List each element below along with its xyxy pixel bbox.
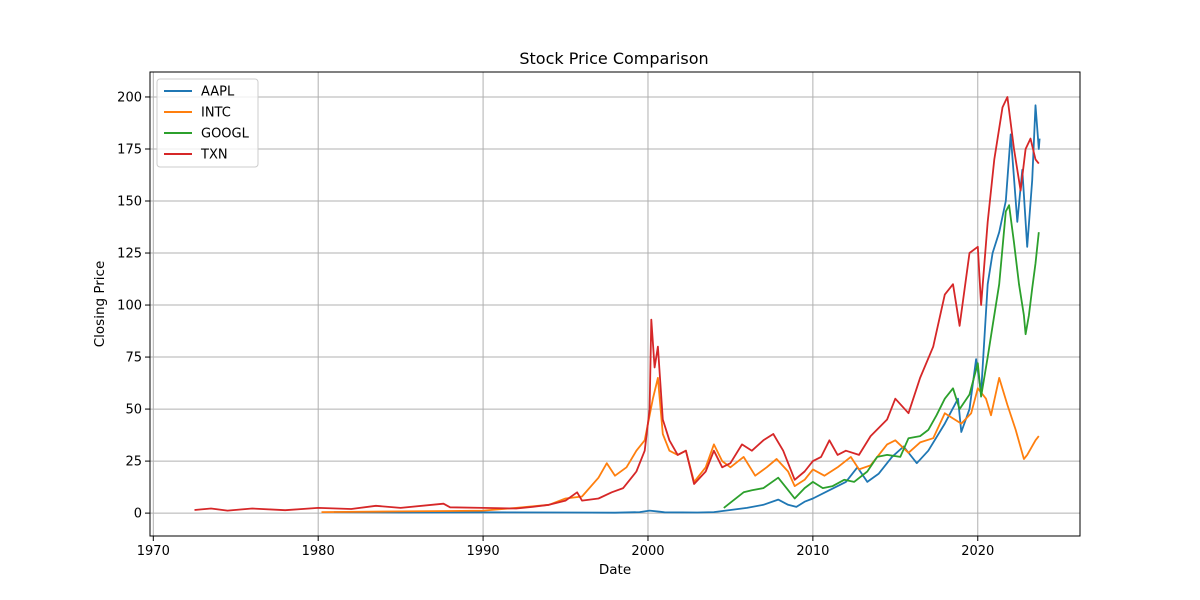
plot-frame <box>149 71 1081 537</box>
y-tick-label: 0 <box>134 507 142 522</box>
x-tick-label: 1990 <box>467 544 500 559</box>
chart-title: Stock Price Comparison <box>519 49 708 68</box>
series-line-intc <box>321 377 1040 513</box>
x-tick-label: 2020 <box>961 544 994 559</box>
legend-label-txn: TXN <box>200 148 228 163</box>
x-tick-label: 2000 <box>631 544 664 559</box>
legend-label-googl: GOOGL <box>201 127 250 142</box>
legend-label-intc: INTC <box>201 106 231 121</box>
x-tick-label: 1970 <box>137 544 170 559</box>
y-tick-label: 200 <box>117 90 142 105</box>
x-axis-label: Date <box>599 562 631 578</box>
x-axis: 1970 1980 1990 2000 2010 2020 <box>137 536 994 559</box>
series-line-googl <box>723 204 1040 509</box>
series-line-aapl <box>333 104 1041 514</box>
y-tick-label: 25 <box>125 455 142 470</box>
y-axis: 0 25 50 75 100 125 150 175 200 <box>117 90 150 522</box>
y-tick-label: 50 <box>125 403 142 418</box>
legend: AAPL INTC GOOGL TXN <box>156 78 259 168</box>
y-tick-label: 75 <box>125 351 142 366</box>
series-layer <box>194 96 1041 514</box>
x-tick-label: 1980 <box>302 544 335 559</box>
y-tick-label: 100 <box>117 299 142 314</box>
series-line-txn <box>194 96 1040 512</box>
y-tick-label: 175 <box>117 142 142 157</box>
y-tick-label: 150 <box>117 195 142 210</box>
y-axis-label: Closing Price <box>92 261 108 348</box>
legend-box <box>156 78 259 168</box>
y-tick-label: 125 <box>117 247 142 262</box>
legend-label-aapl: AAPL <box>201 85 235 100</box>
x-tick-label: 2010 <box>796 544 829 559</box>
grid <box>150 72 1080 536</box>
